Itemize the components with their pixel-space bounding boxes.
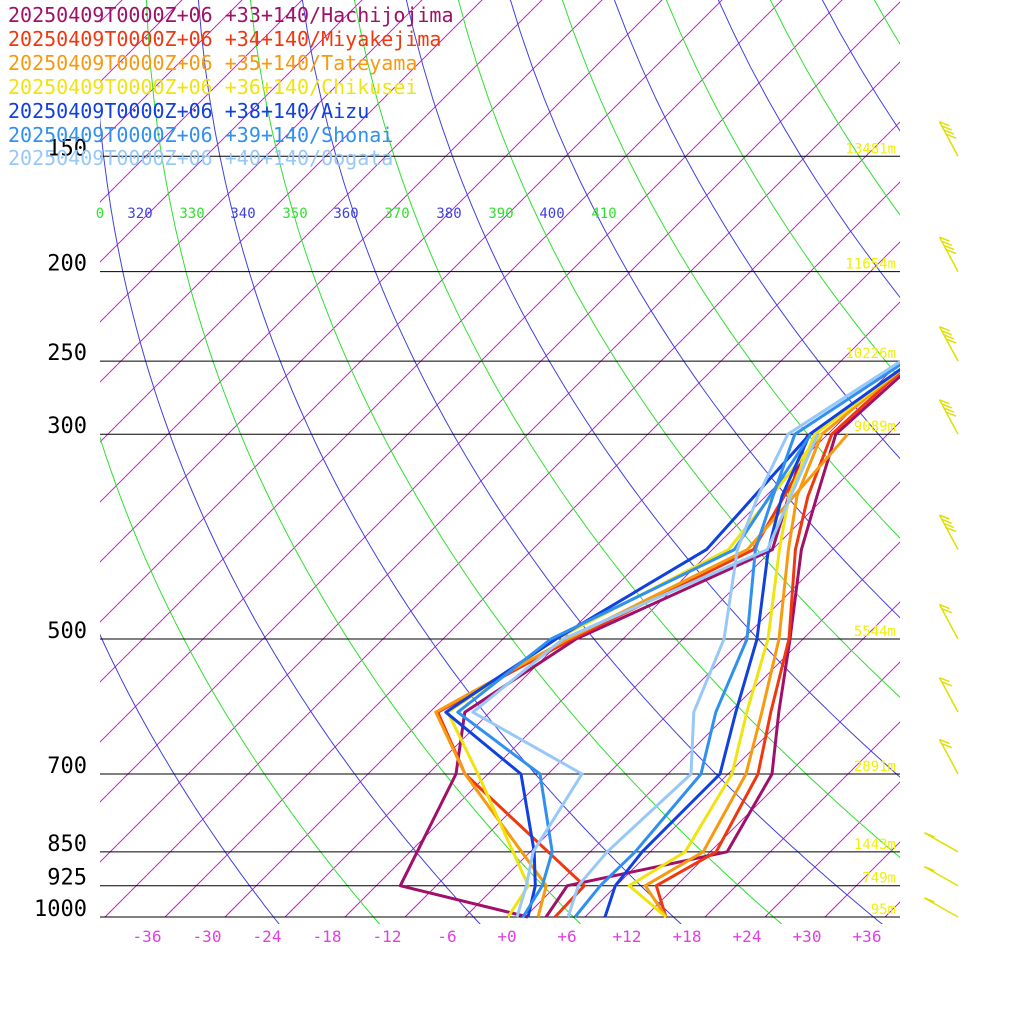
dry-adiabat-line bbox=[457, 0, 900, 698]
wind-barb-icon bbox=[924, 832, 959, 853]
dry-adiabat-line bbox=[100, 115, 481, 924]
dry-adiabat-line bbox=[249, 0, 783, 924]
isotherm-line bbox=[1005, 0, 1024, 917]
height-label: 95m bbox=[871, 902, 896, 918]
temperature-profile-line bbox=[643, 368, 900, 918]
wind-barb-icon bbox=[938, 677, 959, 713]
dry-adiabat-line bbox=[100, 436, 381, 924]
isotherm-line bbox=[704, 721, 900, 918]
temperature-tick-label: -6 bbox=[437, 927, 456, 946]
isotherm-line bbox=[344, 361, 900, 918]
temperature-tick-label: -30 bbox=[193, 927, 222, 946]
legend-entry-miyakejima: 20250409T0000Z+06 +34+140/Miyakejima bbox=[8, 26, 442, 51]
dry-adiabat-line bbox=[509, 0, 900, 619]
temperature-tick-label: -18 bbox=[313, 927, 342, 946]
isotherm-line bbox=[284, 301, 900, 918]
wind-barb-icon bbox=[938, 325, 959, 362]
pressure-tick-label: 1000 bbox=[34, 897, 87, 922]
isotherm-line bbox=[824, 841, 900, 918]
wind-barb-icon bbox=[938, 236, 959, 272]
wind-barb-icon bbox=[938, 738, 959, 775]
pressure-tick-label: 850 bbox=[47, 832, 87, 857]
pressure-tick-label: 150 bbox=[47, 136, 87, 161]
potential-temperature-label: 360 bbox=[333, 206, 358, 222]
height-label: 9089m bbox=[854, 419, 896, 435]
dry-adiabat-line bbox=[405, 0, 900, 778]
dewpoint-profile-line bbox=[444, 433, 811, 918]
dry-adiabat-line bbox=[301, 0, 883, 924]
potential-temperature-label: 350 bbox=[282, 206, 307, 222]
temperature-tick-label: +36 bbox=[853, 927, 882, 946]
temperature-tick-label: -24 bbox=[253, 927, 282, 946]
height-label: 13481m bbox=[845, 141, 896, 157]
temperature-tick-label: +0 bbox=[497, 927, 516, 946]
legend-entry-chikusei: 20250409T0000Z+06 +36+140/Chikusei bbox=[8, 74, 418, 99]
isotherm-line bbox=[644, 661, 900, 918]
temperature-profile-line bbox=[544, 374, 900, 918]
potential-temperature-label: 0 bbox=[96, 206, 104, 222]
dewpoint-profile-line bbox=[434, 433, 849, 918]
pressure-tick-label: 500 bbox=[47, 619, 87, 644]
pressure-tick-label: 200 bbox=[47, 252, 87, 277]
height-label: 11654m bbox=[845, 257, 896, 273]
potential-temperature-label: 320 bbox=[127, 206, 152, 222]
isotherm-line bbox=[945, 0, 1024, 917]
potential-temperature-label: 380 bbox=[436, 206, 461, 222]
temperature-tick-label: +18 bbox=[673, 927, 702, 946]
isotherm-line bbox=[404, 421, 900, 918]
temperature-profile-line bbox=[603, 367, 900, 918]
height-label: 1443m bbox=[854, 837, 896, 853]
pressure-tick-label: 300 bbox=[47, 414, 87, 439]
temperature-tick-label: -12 bbox=[373, 927, 402, 946]
potential-temperature-label: 400 bbox=[539, 206, 564, 222]
legend: 20250409T0000Z+06 +33+140/Hachijojima 20… bbox=[8, 3, 454, 171]
dry-adiabat-line bbox=[353, 0, 900, 859]
dewpoint-profile-line bbox=[456, 433, 813, 918]
dry-adiabat-line bbox=[561, 0, 900, 539]
dry-adiabat-line bbox=[717, 0, 900, 299]
height-label: 2891m bbox=[854, 759, 896, 775]
pressure-tick-label: 700 bbox=[47, 754, 87, 779]
pressure-tick-label: 925 bbox=[47, 866, 87, 891]
isotherm-line bbox=[584, 601, 900, 918]
height-label: 10226m bbox=[845, 346, 896, 362]
wind-barb-icon bbox=[924, 897, 959, 918]
temperature-profile-line bbox=[573, 363, 900, 918]
legend-entry-aizu: 20250409T0000Z+06 +38+140/Aizu bbox=[8, 98, 370, 123]
dewpoint-profile-line bbox=[471, 433, 820, 918]
temperature-profile-line bbox=[627, 368, 900, 919]
wind-barb-icon bbox=[938, 514, 959, 550]
isotherm-line bbox=[464, 481, 900, 918]
height-label: 5544m bbox=[854, 624, 896, 640]
dry-adiabat-line bbox=[665, 0, 900, 380]
temperature-tick-label: +30 bbox=[793, 927, 822, 946]
potential-temperature-label: 340 bbox=[230, 206, 255, 222]
legend-entry-oogata: 20250409T0000Z+06 +40+140/Oogata bbox=[8, 146, 394, 171]
pressure-tick-label: 250 bbox=[47, 341, 87, 366]
temperature-tick-label: +24 bbox=[733, 927, 762, 946]
temperature-profile-line bbox=[654, 369, 900, 918]
potential-temperature-label: 390 bbox=[488, 206, 513, 222]
temperature-profile-line bbox=[566, 359, 900, 918]
dry-adiabat-line bbox=[197, 0, 682, 924]
wind-barb-icon bbox=[938, 399, 959, 435]
temperature-tick-label: +12 bbox=[613, 927, 642, 946]
wind-barb-icon bbox=[938, 603, 959, 640]
dry-adiabat-line bbox=[100, 633, 280, 924]
legend-entry-hachijojima: 20250409T0000Z+06 +33+140/Hachijojima bbox=[8, 3, 454, 27]
legend-entry-tateyama: 20250409T0000Z+06 +35+140/Tateyama bbox=[8, 50, 418, 75]
temperature-tick-label: -36 bbox=[133, 927, 162, 946]
wind-barb-icon bbox=[938, 121, 959, 157]
potential-temperature-label: 330 bbox=[179, 206, 204, 222]
height-label: 749m bbox=[862, 871, 896, 887]
dewpoint-profile-line bbox=[398, 433, 810, 919]
dry-adiabat-line bbox=[613, 0, 900, 460]
temperature-tick-label: +6 bbox=[557, 927, 576, 946]
potential-temperature-label: 370 bbox=[384, 206, 409, 222]
potential-temperature-label: 410 bbox=[591, 206, 616, 222]
legend-entry-shonai: 20250409T0000Z+06 +39+140/Shonai bbox=[8, 122, 394, 147]
wind-barb-icon bbox=[924, 866, 959, 887]
dry-adiabat-line bbox=[145, 0, 582, 924]
